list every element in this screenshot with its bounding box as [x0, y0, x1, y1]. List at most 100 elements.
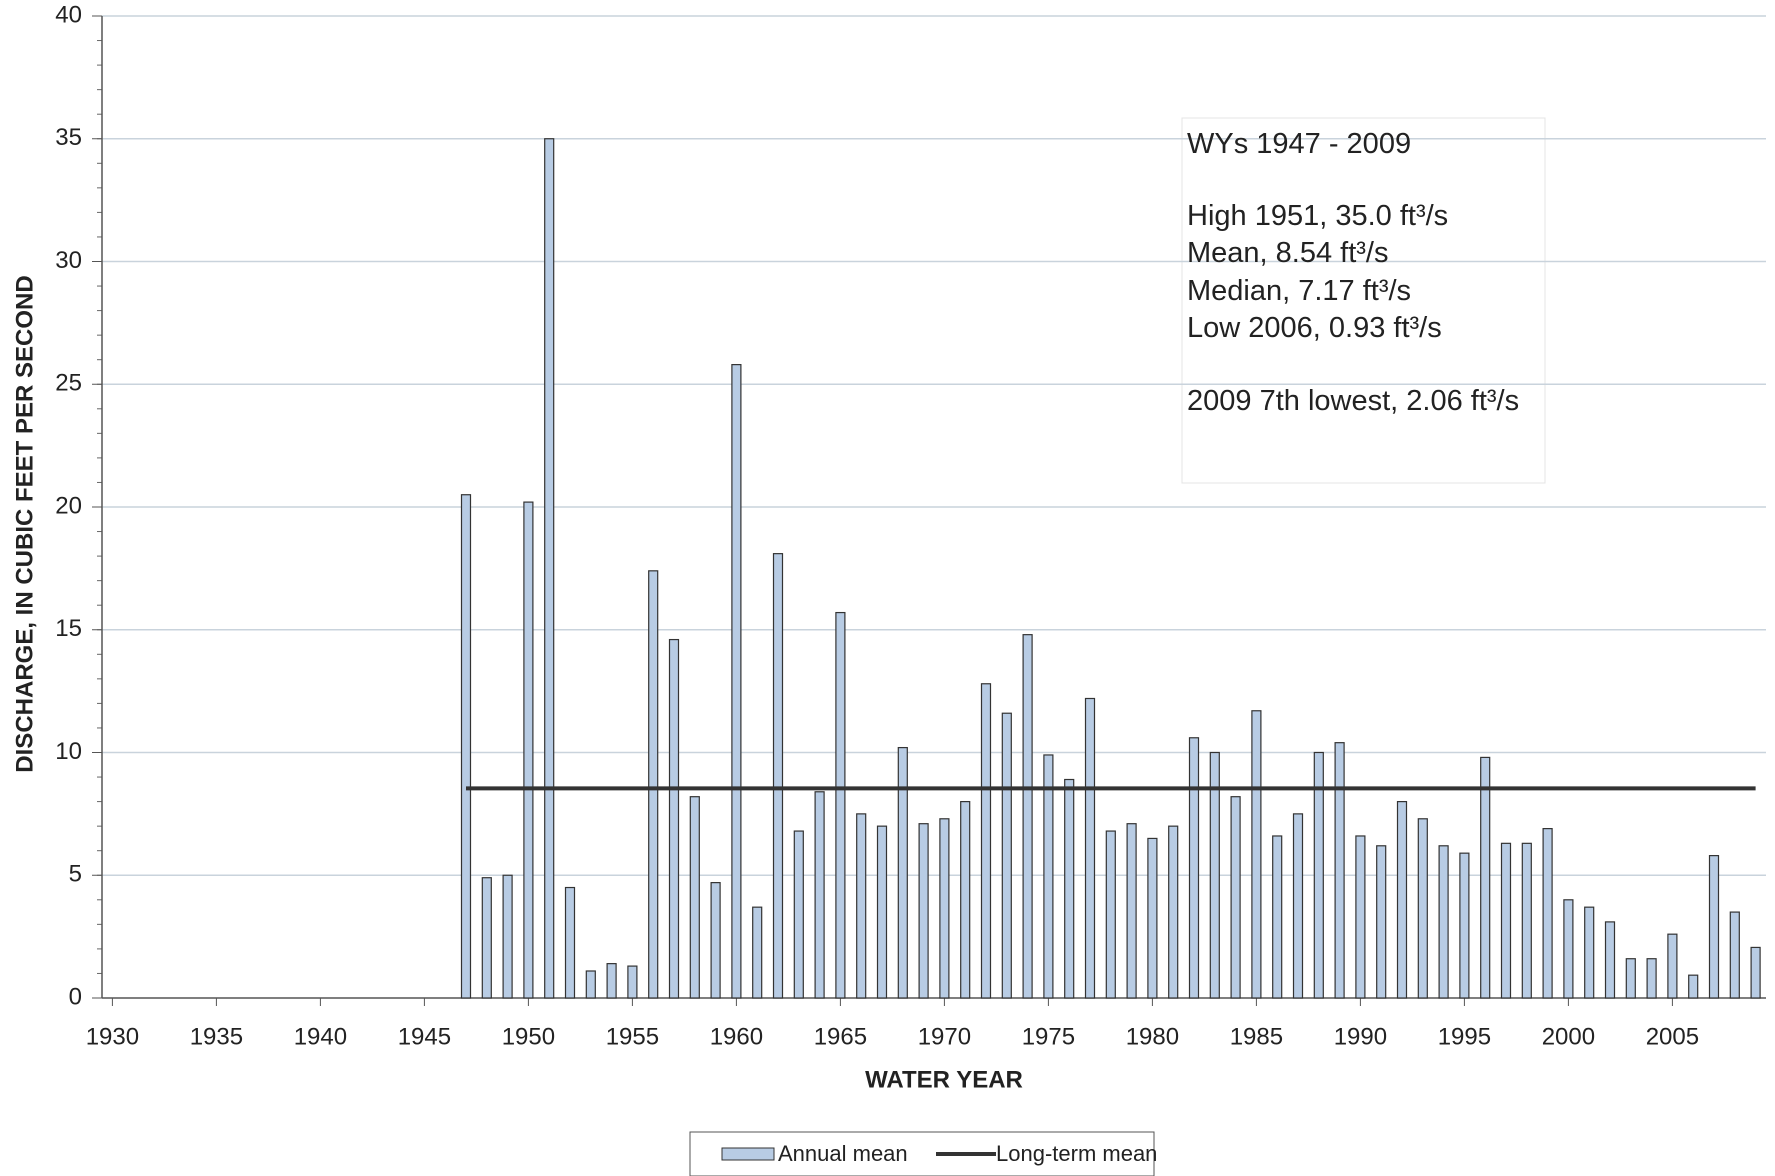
y-tick-label: 40	[55, 1, 82, 28]
bar	[481, 877, 492, 999]
bar	[835, 611, 846, 999]
x-tick-label: 2005	[1646, 1023, 1699, 1050]
bar	[1584, 906, 1595, 999]
x-tick-label: 1945	[398, 1023, 451, 1050]
bar	[1417, 818, 1428, 999]
bar	[1272, 835, 1283, 999]
x-axis-title: WATER YEAR	[865, 1066, 1023, 1093]
annotation-box	[1181, 117, 1546, 484]
bar	[460, 494, 472, 999]
bar	[980, 683, 992, 999]
bar	[1521, 842, 1532, 999]
legend-swatch	[721, 1147, 775, 1161]
x-tick-label: 1970	[918, 1023, 971, 1050]
bar	[1500, 842, 1512, 999]
bar	[1105, 830, 1116, 999]
x-tick-label: 1985	[1230, 1023, 1283, 1050]
bar	[544, 138, 555, 999]
x-tick-label: 1930	[86, 1023, 139, 1050]
annotation-text: Median, 7.17 ft³/s	[1187, 275, 1411, 307]
bar	[1750, 946, 1761, 999]
bar	[1355, 835, 1366, 999]
y-tick-label: 0	[69, 983, 82, 1010]
x-tick-label: 1975	[1022, 1023, 1075, 1050]
bar	[814, 791, 825, 999]
bar	[1001, 712, 1012, 999]
bar	[648, 570, 659, 999]
bar	[1646, 958, 1657, 999]
bar	[1313, 751, 1324, 999]
bar	[1480, 756, 1491, 999]
bar	[731, 364, 742, 999]
bar	[1168, 825, 1179, 999]
bar	[1022, 634, 1033, 999]
bar	[502, 874, 513, 999]
annotation-text: Low 2006, 0.93 ft³/s	[1187, 312, 1442, 344]
x-tick-label: 1980	[1126, 1023, 1179, 1050]
bar	[939, 818, 950, 999]
annotation-text: High 1951, 35.0 ft³/s	[1187, 200, 1448, 232]
y-axis-title: DISCHARGE, IN CUBIC FEET PER SECOND	[11, 275, 38, 772]
bar	[1729, 911, 1740, 999]
y-tick-label: 30	[55, 247, 82, 274]
x-tick-label: 1995	[1438, 1023, 1491, 1050]
x-tick-label: 2000	[1542, 1023, 1595, 1050]
bar	[1292, 813, 1304, 999]
bar	[1064, 778, 1075, 999]
bar	[1459, 852, 1470, 999]
bar	[710, 882, 721, 999]
bar	[960, 800, 971, 999]
bar	[689, 796, 700, 999]
bar	[1688, 974, 1699, 999]
bar	[1147, 837, 1158, 999]
x-tick-label: 1960	[710, 1023, 763, 1050]
x-tick-label: 1990	[1334, 1023, 1387, 1050]
y-tick-label: 20	[55, 492, 82, 519]
bar	[1563, 899, 1574, 999]
bar	[1625, 958, 1636, 999]
y-tick-label: 5	[69, 861, 82, 888]
bar	[918, 823, 929, 999]
y-tick-label: 10	[55, 738, 82, 765]
x-tick-label: 1965	[814, 1023, 867, 1050]
x-tick-label: 1950	[502, 1023, 555, 1050]
bar	[1667, 933, 1678, 999]
bar	[772, 553, 784, 999]
x-tick-label: 1955	[606, 1023, 659, 1050]
bar	[1396, 800, 1408, 999]
bar	[1542, 828, 1553, 999]
y-tick-label: 25	[55, 370, 82, 397]
bar	[1376, 845, 1387, 999]
bar	[1209, 751, 1220, 999]
bar	[564, 886, 576, 999]
bar	[1708, 855, 1720, 999]
bar	[1604, 921, 1616, 999]
bar	[876, 825, 888, 999]
annotation-text: Mean, 8.54 ft³/s	[1187, 237, 1389, 269]
bar	[793, 830, 804, 999]
bar	[523, 501, 534, 999]
bar	[1438, 845, 1449, 999]
legend-label: Long-term mean	[996, 1141, 1157, 1166]
bar	[856, 813, 867, 999]
legend-label: Annual mean	[778, 1141, 908, 1166]
bar	[1334, 742, 1345, 999]
bar	[1126, 823, 1137, 999]
bar	[752, 906, 763, 999]
bar	[668, 638, 680, 999]
x-tick-label: 1940	[294, 1023, 347, 1050]
bar	[606, 963, 617, 999]
bar	[1230, 796, 1241, 999]
y-tick-label: 35	[55, 124, 82, 151]
bar	[1188, 737, 1200, 999]
bar	[585, 970, 596, 999]
y-tick-label: 15	[55, 615, 82, 642]
bar	[897, 746, 908, 999]
annotation-text: 2009 7th lowest, 2.06 ft³/s	[1187, 385, 1519, 417]
bar	[1251, 710, 1262, 999]
x-tick-label: 1935	[190, 1023, 243, 1050]
bar	[1084, 697, 1096, 999]
bar	[627, 965, 638, 999]
bar	[1043, 754, 1054, 999]
